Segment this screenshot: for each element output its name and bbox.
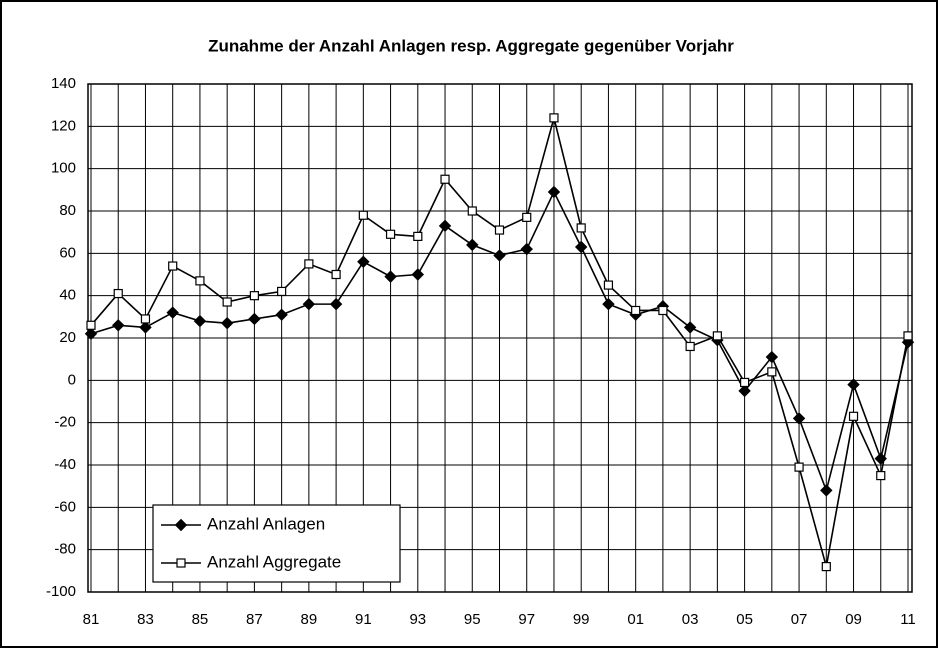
marker (765, 350, 779, 364)
marker (792, 412, 806, 425)
marker (603, 280, 614, 290)
marker (140, 314, 151, 324)
marker (112, 319, 125, 332)
marker (847, 378, 860, 391)
marker (739, 377, 750, 388)
marker (413, 231, 423, 241)
marker (547, 185, 561, 199)
x-tick-label: 85 (192, 611, 209, 628)
marker (195, 276, 205, 286)
y-tick-label: 120 (51, 117, 76, 134)
y-tick-label: -80 (54, 541, 76, 558)
y-tick-label: -100 (46, 583, 76, 600)
marker (438, 219, 452, 233)
legend-label: Anzahl Anlagen (207, 514, 325, 533)
x-tick-label: 99 (573, 611, 590, 628)
x-tick-label: 01 (627, 611, 644, 628)
y-tick-label: 60 (59, 244, 76, 261)
marker (275, 308, 288, 321)
y-tick-label: -20 (54, 414, 76, 431)
marker (139, 321, 152, 334)
marker (874, 452, 887, 465)
marker (166, 306, 179, 319)
marker (494, 225, 505, 235)
marker (331, 269, 341, 280)
marker (277, 286, 287, 297)
legend-marker (176, 558, 186, 568)
marker (576, 223, 586, 233)
legend-box (152, 504, 401, 583)
y-tick-label: 100 (51, 160, 76, 177)
marker (876, 470, 886, 481)
marker (113, 288, 123, 299)
legend-label: Anzahl Aggregate (207, 552, 341, 571)
y-tick-label: 40 (59, 287, 76, 304)
y-tick-label: 80 (59, 202, 76, 219)
marker (329, 297, 343, 311)
marker (220, 316, 234, 330)
marker (522, 212, 532, 222)
x-tick-label: 81 (83, 611, 100, 628)
marker (86, 320, 96, 330)
marker (384, 270, 397, 283)
marker (683, 321, 697, 334)
marker (440, 174, 450, 184)
marker (903, 331, 913, 341)
marker (493, 249, 506, 262)
marker (738, 384, 751, 398)
chart-title: Zunahme der Anzahl Anlagen resp. Aggrega… (208, 36, 734, 55)
x-tick-label: 03 (682, 611, 699, 628)
marker (466, 238, 479, 252)
marker (248, 312, 261, 326)
marker (411, 268, 425, 281)
marker (249, 291, 259, 301)
marker (168, 261, 178, 271)
marker (222, 297, 232, 307)
marker (358, 210, 368, 220)
marker (574, 240, 588, 254)
marker (193, 314, 207, 328)
x-tick-label: 97 (518, 611, 535, 628)
marker (658, 305, 668, 316)
marker (467, 206, 477, 216)
marker (304, 259, 314, 269)
x-tick-label: 95 (464, 611, 481, 628)
x-tick-label: 07 (791, 611, 808, 628)
y-tick-label: 140 (51, 75, 76, 92)
y-tick-label: -40 (54, 456, 76, 473)
x-tick-label: 83 (137, 611, 154, 628)
y-tick-label: 20 (59, 329, 76, 346)
marker (84, 327, 98, 340)
marker (357, 255, 370, 269)
x-tick-label: 05 (736, 611, 753, 628)
marker (685, 341, 695, 352)
marker (520, 242, 533, 256)
marker (820, 484, 833, 497)
marker (767, 367, 777, 377)
marker (848, 411, 859, 421)
marker (712, 331, 722, 341)
x-tick-label: 87 (246, 611, 263, 628)
y-tick-label: -60 (54, 498, 76, 515)
marker (821, 561, 831, 572)
marker (631, 305, 641, 316)
x-tick-label: 91 (355, 611, 372, 628)
x-tick-label: 09 (845, 611, 862, 628)
x-tick-label: 89 (301, 611, 318, 628)
marker (602, 297, 615, 311)
x-tick-label: 93 (409, 611, 426, 628)
marker (385, 229, 396, 239)
legend-marker (174, 518, 188, 532)
marker (549, 113, 559, 123)
y-tick-label: 0 (68, 371, 76, 388)
marker (302, 297, 316, 311)
x-tick-label: 11 (900, 611, 916, 628)
marker (794, 462, 804, 472)
